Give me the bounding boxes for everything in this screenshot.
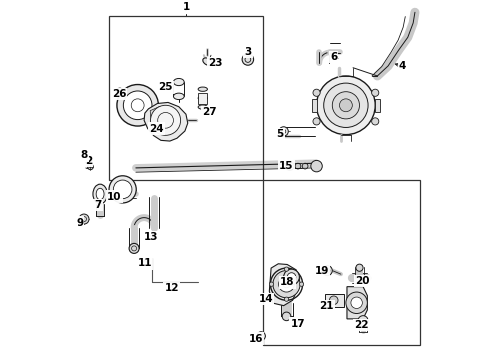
Text: 19: 19 <box>315 266 329 275</box>
Text: 7: 7 <box>95 200 102 210</box>
Ellipse shape <box>198 87 207 91</box>
Text: 27: 27 <box>202 107 217 117</box>
Polygon shape <box>144 103 188 141</box>
Text: 20: 20 <box>355 276 369 286</box>
Text: 9: 9 <box>76 218 83 228</box>
Circle shape <box>371 89 379 96</box>
Circle shape <box>279 127 288 136</box>
Circle shape <box>270 282 273 286</box>
Circle shape <box>109 176 136 203</box>
Bar <box>325 294 344 307</box>
Bar <box>263 180 420 345</box>
Circle shape <box>356 264 363 271</box>
Text: 25: 25 <box>158 82 173 93</box>
Circle shape <box>332 92 360 119</box>
Circle shape <box>123 91 152 120</box>
Circle shape <box>340 99 352 112</box>
Circle shape <box>284 267 289 271</box>
Text: 13: 13 <box>144 232 158 242</box>
Circle shape <box>257 332 266 340</box>
Text: 17: 17 <box>291 319 305 329</box>
Circle shape <box>150 105 181 135</box>
Circle shape <box>116 88 123 95</box>
Circle shape <box>287 273 296 281</box>
Circle shape <box>317 76 375 135</box>
Ellipse shape <box>198 96 207 100</box>
Polygon shape <box>375 99 380 112</box>
Text: 6: 6 <box>330 52 337 62</box>
Circle shape <box>117 85 158 126</box>
Circle shape <box>286 162 294 170</box>
Bar <box>109 16 263 180</box>
Bar <box>198 93 207 104</box>
Text: 15: 15 <box>279 161 294 171</box>
Text: 12: 12 <box>165 283 179 293</box>
Circle shape <box>324 83 368 127</box>
Circle shape <box>85 156 92 163</box>
Polygon shape <box>270 264 300 306</box>
Text: 10: 10 <box>107 192 122 202</box>
Circle shape <box>358 316 368 326</box>
Circle shape <box>242 54 254 65</box>
Polygon shape <box>150 107 180 134</box>
Text: 14: 14 <box>258 294 273 304</box>
Ellipse shape <box>198 105 207 109</box>
Circle shape <box>273 271 300 298</box>
Polygon shape <box>312 99 317 112</box>
Ellipse shape <box>96 188 104 200</box>
Text: 22: 22 <box>354 320 368 330</box>
Text: 2: 2 <box>85 156 92 166</box>
Text: 21: 21 <box>319 301 334 311</box>
Text: 24: 24 <box>149 123 164 134</box>
Circle shape <box>351 297 362 309</box>
Circle shape <box>88 164 93 170</box>
Text: 18: 18 <box>280 278 294 287</box>
Text: 11: 11 <box>138 258 152 269</box>
Circle shape <box>129 243 139 253</box>
Circle shape <box>279 276 294 292</box>
Text: 8: 8 <box>80 150 88 160</box>
Circle shape <box>113 180 132 199</box>
Circle shape <box>346 292 368 314</box>
Circle shape <box>371 118 379 125</box>
Text: 5: 5 <box>276 129 284 139</box>
Circle shape <box>284 269 299 285</box>
Text: 26: 26 <box>112 89 126 99</box>
Circle shape <box>313 89 320 96</box>
Text: 3: 3 <box>244 47 251 57</box>
Circle shape <box>284 297 289 301</box>
Circle shape <box>282 312 291 321</box>
Ellipse shape <box>173 78 184 86</box>
Text: 1: 1 <box>182 2 190 12</box>
Circle shape <box>322 266 332 276</box>
Circle shape <box>299 282 304 286</box>
Ellipse shape <box>203 58 212 66</box>
Ellipse shape <box>173 93 184 100</box>
Ellipse shape <box>93 184 107 204</box>
Text: 23: 23 <box>208 58 223 68</box>
Circle shape <box>79 214 89 224</box>
Circle shape <box>329 296 338 305</box>
Circle shape <box>311 161 322 172</box>
Polygon shape <box>347 287 368 319</box>
Circle shape <box>313 118 320 125</box>
Text: 16: 16 <box>248 334 263 343</box>
Text: 4: 4 <box>399 61 406 71</box>
